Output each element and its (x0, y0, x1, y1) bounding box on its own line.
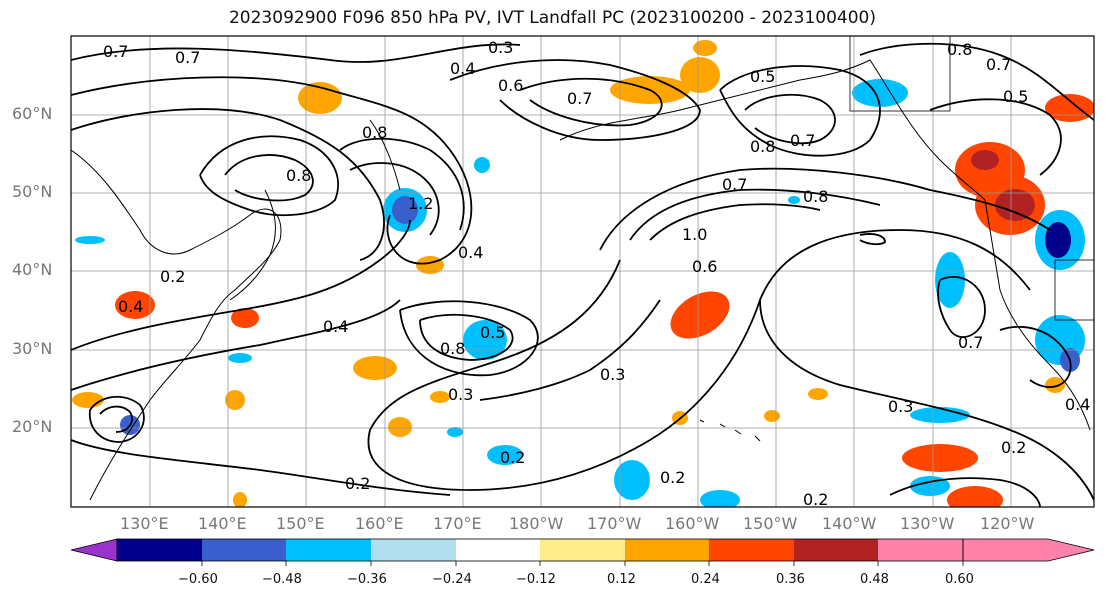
contour-label: 0.7 (722, 175, 747, 194)
colorbar-tick-label: −0.24 (432, 572, 472, 587)
colorbar-tick-label: 0.24 (691, 572, 720, 587)
japan-coast (229, 189, 276, 301)
lat-label-30n: 30°N (12, 339, 53, 358)
contour-label: 0.4 (450, 59, 475, 78)
colorbar-swatch (625, 539, 709, 561)
contour-label: 0.2 (803, 490, 828, 509)
contour-label: 0.3 (488, 38, 513, 57)
inset-boxes (849, 36, 1094, 321)
colorbar-swatch (117, 539, 202, 561)
colorbar-swatch (202, 539, 286, 561)
colorbar-tick-label: 0.36 (776, 572, 805, 587)
contour-label: 0.7 (790, 131, 815, 150)
colorbar-tick-label: −0.36 (347, 572, 387, 587)
map-plot-area: 0.7 0.7 0.3 0.4 0.8 0.7 0.5 0.7 0.8 0.6 … (71, 36, 1094, 509)
colorbar (70, 538, 1095, 566)
colorbar-swatch (709, 539, 794, 561)
contour-label: 0.4 (118, 297, 143, 316)
colorbar-swatch (878, 539, 963, 561)
contour-label: 0.8 (947, 40, 972, 59)
colorbar-tick-label: −0.12 (516, 572, 556, 587)
contour-label: 0.8 (286, 166, 311, 185)
contour-label: 0.2 (345, 474, 370, 493)
lon-label: 160°W (665, 514, 720, 533)
contour-label: 0.7 (175, 48, 200, 67)
contour-label: 0.3 (448, 385, 473, 404)
colorbar-swatch (794, 539, 878, 561)
lat-label-50n: 50°N (12, 182, 53, 201)
lon-label: 140°W (822, 514, 877, 533)
lon-label: 160°E (355, 514, 404, 533)
lon-label: 150°W (743, 514, 798, 533)
contour-label: 0.3 (600, 365, 625, 384)
lon-label: 170°E (433, 514, 482, 533)
lon-label: 130°W (900, 514, 955, 533)
graticule (71, 36, 1094, 507)
contour-label: 0.8 (750, 137, 775, 156)
colorbar-swatch (286, 539, 371, 561)
lon-label: 120°W (980, 514, 1035, 533)
contour-label: 0.7 (103, 42, 128, 61)
contour-label: 0.7 (567, 89, 592, 108)
lon-label: 150°E (276, 514, 325, 533)
contour-label: 0.2 (160, 267, 185, 286)
contour-label: 0.6 (498, 76, 523, 95)
contour-label: 0.2 (1001, 438, 1026, 457)
contour-label: 0.7 (986, 55, 1011, 74)
colorbar-tick-label: −0.60 (178, 572, 218, 587)
asia-coast (71, 149, 282, 501)
contour-labels: 0.7 0.7 0.3 0.4 0.8 0.7 0.5 0.7 0.8 0.6 … (103, 38, 1090, 509)
pv-contours (71, 42, 1094, 507)
contour-label: 0.3 (888, 397, 913, 416)
lat-label-20n: 20°N (12, 417, 53, 436)
contour-label: 0.8 (362, 123, 387, 142)
contour-label: 0.6 (692, 257, 717, 276)
lon-label: 170°W (587, 514, 642, 533)
lon-label: 180°W (509, 514, 564, 533)
contour-label: 0.5 (750, 67, 775, 86)
colorbar-swatch (371, 539, 456, 561)
contour-label: 0.4 (1065, 395, 1090, 414)
contour-label: 0.2 (500, 448, 525, 467)
colorbar-tick-label: 0.48 (860, 572, 889, 587)
contour-label: 0.5 (480, 323, 505, 342)
hawaii-islands (699, 419, 761, 442)
contour-label: 0.4 (323, 317, 348, 336)
kamchatka-coast (369, 119, 401, 191)
colorbar-swatch (456, 539, 540, 561)
lat-label-40n: 40°N (12, 260, 53, 279)
lat-label-60n: 60°N (12, 104, 53, 123)
colorbar-tick-label: −0.48 (262, 572, 302, 587)
map-title: 2023092900 F096 850 hPa PV, IVT Landfall… (228, 8, 876, 28)
plot-frame (70, 35, 1095, 508)
contour-label: 0.8 (803, 187, 828, 206)
lon-label: 140°E (198, 514, 247, 533)
contour-label: 0.8 (440, 339, 465, 358)
contour-label: 0.5 (1003, 87, 1028, 106)
contour-label: 1.2 (408, 194, 433, 213)
contour-label: 0.4 (458, 243, 483, 262)
lon-label: 130°E (120, 514, 169, 533)
colorbar-swatch (540, 539, 625, 561)
colorbar-right-extension (962, 538, 1095, 562)
colorbar-left-extension (70, 538, 118, 562)
contour-label: 0.7 (958, 333, 983, 352)
colorbar-tick-label: 0.60 (945, 572, 974, 587)
contour-label: 0.2 (660, 468, 685, 487)
colorbar-tick-label: 0.12 (607, 572, 636, 587)
contour-label: 1.0 (682, 225, 707, 244)
